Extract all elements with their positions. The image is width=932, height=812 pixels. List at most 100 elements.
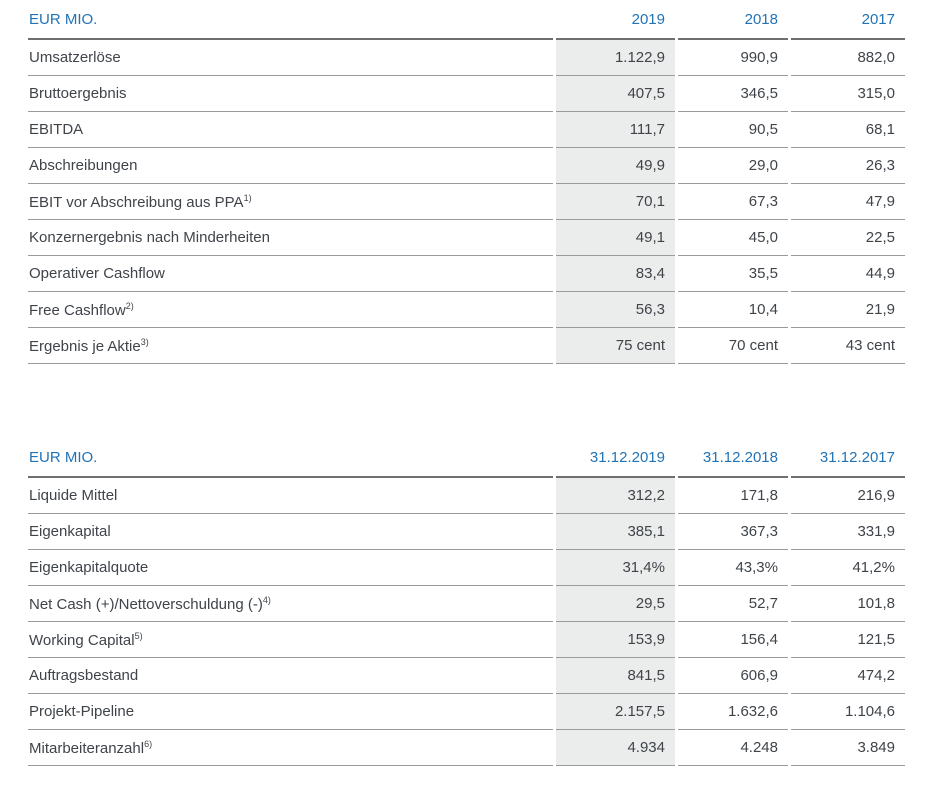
table-row: Eigenkapitalquote 31,4% 43,3% 41,2% — [28, 550, 905, 586]
row-label-text: Projekt-Pipeline — [29, 703, 135, 720]
table-row: Net Cash (+)/Nettoverschuldung (-)4) 29,5… — [28, 586, 905, 622]
unit-label: EUR MIO. — [28, 438, 553, 478]
value-cell: 35,5 — [678, 256, 788, 292]
table-row: Liquide Mittel 312,2 171,8 216,9 — [28, 478, 905, 514]
value-cell: 1.122,9 — [556, 40, 675, 76]
value-cell: 331,9 — [791, 514, 905, 550]
row-label-text: Liquide Mittel — [29, 487, 118, 504]
value-cell: 43,3% — [678, 550, 788, 586]
row-label-text: Mitarbeiteranzahl — [29, 739, 145, 757]
row-label: Umsatzerlöse — [28, 40, 553, 76]
value-cell: 2.157,5 — [556, 694, 675, 730]
table-row: Bruttoergebnis 407,5 346,5 315,0 — [28, 76, 905, 112]
header-row: EUR MIO. 31.12.2019 31.12.2018 31.12.201… — [28, 438, 905, 478]
value-cell: 45,0 — [678, 220, 788, 256]
value-cell: 312,2 — [556, 478, 675, 514]
value-cell: 41,2% — [791, 550, 905, 586]
row-label-text: Bruttoergebnis — [29, 85, 127, 102]
footnote-marker: 6) — [144, 738, 153, 749]
row-label-text: Operativer Cashflow — [29, 265, 165, 282]
row-label-text: Auftragsbestand — [29, 667, 139, 684]
value-cell: 56,3 — [556, 292, 675, 328]
financial-key-figures-page: EUR MIO. 2019 2018 2017 Umsatzerlöse 1.12… — [25, 0, 908, 766]
table-row: Mitarbeiteranzahl6) 4.934 4.248 3.849 — [28, 730, 905, 766]
row-label: Konzernergebnis nach Minderheiten — [28, 220, 553, 256]
row-label: Eigenkapitalquote — [28, 550, 553, 586]
row-label: Eigenkapital — [28, 514, 553, 550]
row-label-text: Eigenkapitalquote — [29, 559, 149, 576]
row-label-text: EBIT vor Abschreibung aus PPA — [29, 193, 244, 211]
footnote-marker: 4) — [262, 594, 271, 605]
table-row: Free Cashflow2) 56,3 10,4 21,9 — [28, 292, 905, 328]
table-row: Working Capital5) 153,9 156,4 121,5 — [28, 622, 905, 658]
value-cell: 70,1 — [556, 184, 675, 220]
value-cell: 4.934 — [556, 730, 675, 766]
value-cell: 882,0 — [791, 40, 905, 76]
row-label: Mitarbeiteranzahl6) — [28, 730, 553, 766]
table-row: Auftragsbestand 841,5 606,9 474,2 — [28, 658, 905, 694]
column-header-31-12-2017: 31.12.2017 — [791, 438, 905, 478]
column-header-2019: 2019 — [556, 0, 675, 40]
row-label: Projekt-Pipeline — [28, 694, 553, 730]
value-cell: 346,5 — [678, 76, 788, 112]
value-cell: 4.248 — [678, 730, 788, 766]
row-label-text: Ergebnis je Aktie — [29, 337, 141, 355]
table-row: EBITDA 111,7 90,5 68,1 — [28, 112, 905, 148]
table-row: Umsatzerlöse 1.122,9 990,9 882,0 — [28, 40, 905, 76]
footnote-marker: 5) — [134, 630, 143, 641]
footnote-marker: 3) — [140, 336, 149, 347]
value-cell: 474,2 — [791, 658, 905, 694]
income-statement-body: Umsatzerlöse 1.122,9 990,9 882,0 Bruttoergeb… — [28, 40, 905, 364]
value-cell: 315,0 — [791, 76, 905, 112]
row-label: Ergebnis je Aktie3) — [28, 328, 553, 364]
value-cell: 407,5 — [556, 76, 675, 112]
row-label: Liquide Mittel — [28, 478, 553, 514]
column-header-2017: 2017 — [791, 0, 905, 40]
value-cell: 385,1 — [556, 514, 675, 550]
value-cell: 29,5 — [556, 586, 675, 622]
value-cell: 1.632,6 — [678, 694, 788, 730]
row-label: Abschreibungen — [28, 148, 553, 184]
balance-sheet-body: Liquide Mittel 312,2 171,8 216,9 Eigenkapita… — [28, 478, 905, 766]
table-row: Abschreibungen 49,9 29,0 26,3 — [28, 148, 905, 184]
value-cell: 31,4% — [556, 550, 675, 586]
value-cell: 47,9 — [791, 184, 905, 220]
value-cell: 10,4 — [678, 292, 788, 328]
value-cell: 43 cent — [791, 328, 905, 364]
column-header-31-12-2019: 31.12.2019 — [556, 438, 675, 478]
row-label: Auftragsbestand — [28, 658, 553, 694]
value-cell: 22,5 — [791, 220, 905, 256]
row-label-text: Umsatzerlöse — [29, 49, 121, 66]
value-cell: 367,3 — [678, 514, 788, 550]
row-label: Operativer Cashflow — [28, 256, 553, 292]
row-label-text: Working Capital — [29, 631, 135, 649]
value-cell: 101,8 — [791, 586, 905, 622]
row-label-text: Free Cashflow — [29, 301, 126, 319]
value-cell: 49,1 — [556, 220, 675, 256]
table-row: EBIT vor Abschreibung aus PPA1) 70,1 67,3 4… — [28, 184, 905, 220]
value-cell: 90,5 — [678, 112, 788, 148]
value-cell: 111,7 — [556, 112, 675, 148]
row-label: EBIT vor Abschreibung aus PPA1) — [28, 184, 553, 220]
value-cell: 21,9 — [791, 292, 905, 328]
table-row: Konzernergebnis nach Minderheiten 49,1 45,… — [28, 220, 905, 256]
row-label-text: EBITDA — [29, 121, 84, 138]
value-cell: 68,1 — [791, 112, 905, 148]
row-label-text: Net Cash (+)/Nettoverschuldung (-) — [29, 595, 263, 613]
value-cell: 67,3 — [678, 184, 788, 220]
unit-label: EUR MIO. — [28, 0, 553, 40]
header-row: EUR MIO. 2019 2018 2017 — [28, 0, 905, 40]
value-cell: 3.849 — [791, 730, 905, 766]
table-row: Projekt-Pipeline 2.157,5 1.632,6 1.104,6 — [28, 694, 905, 730]
footnote-marker: 2) — [125, 300, 134, 311]
column-header-31-12-2018: 31.12.2018 — [678, 438, 788, 478]
footnote-marker: 1) — [243, 192, 252, 203]
value-cell: 75 cent — [556, 328, 675, 364]
value-cell: 49,9 — [556, 148, 675, 184]
row-label: Working Capital5) — [28, 622, 553, 658]
value-cell: 171,8 — [678, 478, 788, 514]
value-cell: 29,0 — [678, 148, 788, 184]
value-cell: 216,9 — [791, 478, 905, 514]
income-statement-table: EUR MIO. 2019 2018 2017 Umsatzerlöse 1.12… — [25, 0, 908, 364]
table-row: Eigenkapital 385,1 367,3 331,9 — [28, 514, 905, 550]
